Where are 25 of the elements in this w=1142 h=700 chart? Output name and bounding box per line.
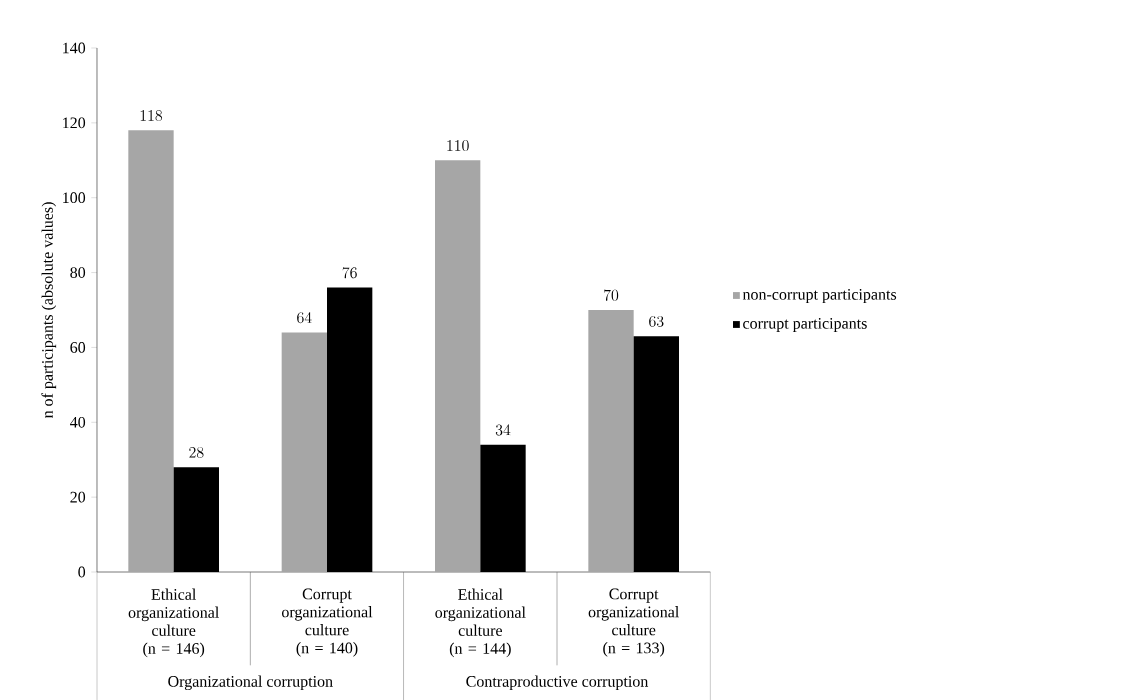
- data-label: 70: [604, 289, 619, 301]
- data-label: 64: [297, 312, 312, 324]
- legend-label: corrupt participants: [743, 317, 867, 332]
- x-tick-label: Ethical organizational culture (n = 146): [128, 588, 219, 658]
- x-tick-label: Ethical organizational culture (n = 144): [435, 588, 526, 658]
- data-label: 76: [342, 267, 357, 279]
- y-tick-label: 100: [63, 192, 86, 204]
- y-axis-title: n of participants (absolute values): [41, 202, 57, 419]
- x-tick-label: Corrupt organizational culture (n = 133): [588, 588, 679, 657]
- x-tick-label: Corrupt organizational culture (n = 140): [282, 588, 373, 657]
- data-label: 63: [649, 315, 664, 327]
- text: Contraproductive corruption: [466, 675, 649, 691]
- data-label: 28: [189, 446, 204, 458]
- data-label: 34: [495, 424, 511, 436]
- y-tick-label: 0: [78, 566, 86, 578]
- y-tick-label: 80: [70, 267, 86, 278]
- data-label: 110: [447, 140, 469, 152]
- y-tick-label: 60: [70, 342, 86, 353]
- y-tick-label: 140: [63, 42, 86, 54]
- y-tick-label: 120: [63, 117, 86, 129]
- y-tick-label: 20: [70, 491, 86, 503]
- text: Organizational corruption: [168, 675, 333, 691]
- legend-label: non-corrupt participants: [742, 289, 897, 304]
- y-tick-label: 40: [70, 416, 86, 428]
- data-label: 118: [140, 110, 163, 122]
